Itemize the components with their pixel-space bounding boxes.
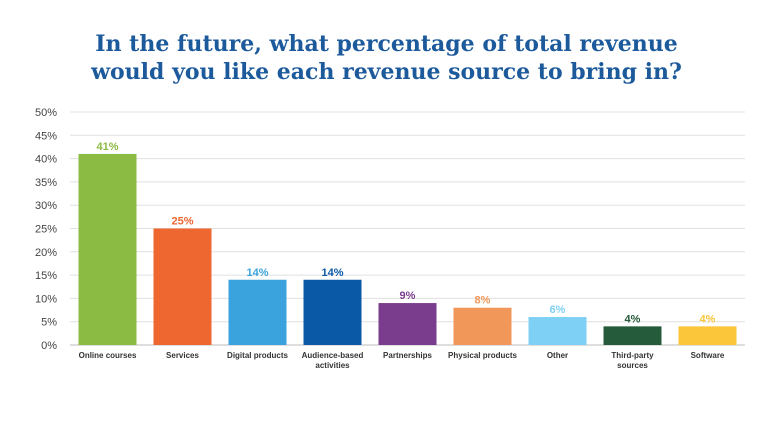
data-label: 14%: [246, 267, 268, 279]
y-tick-label: 35%: [35, 177, 57, 189]
y-tick-label: 30%: [35, 200, 57, 212]
x-tick-label: Audience-based: [302, 351, 364, 360]
data-label: 8%: [475, 295, 491, 307]
data-label: 4%: [700, 313, 716, 325]
x-axis-tick-labels: Online courses Services Digital products Au…: [79, 351, 725, 370]
bar: [78, 153, 137, 345]
x-tick-label: Third-party: [611, 351, 654, 360]
data-label: 9%: [400, 290, 416, 302]
bar: [603, 326, 662, 345]
y-tick-label: 0%: [41, 340, 57, 352]
y-axis-tick-labels: 0% 5% 10% 15% 20% 25% 30% 35% 40% 45% 50%: [35, 107, 57, 352]
data-label: 6%: [550, 304, 566, 316]
bars: [78, 153, 737, 345]
data-label: 25%: [171, 216, 193, 228]
bar: [153, 228, 212, 345]
data-label: 4%: [625, 313, 641, 325]
y-tick-label: 20%: [35, 247, 57, 259]
x-tick-label: Partnerships: [383, 351, 432, 360]
x-tick-label: Services: [166, 351, 199, 360]
y-tick-label: 50%: [35, 107, 57, 119]
y-tick-label: 40%: [35, 154, 57, 166]
x-tick-label: Online courses: [79, 351, 137, 360]
x-tick-label: Other: [547, 351, 568, 360]
chart-title-line-2: would you like each revenue source to br…: [91, 59, 682, 85]
x-tick-label: Physical products: [448, 351, 517, 360]
x-tick-label: activities: [315, 361, 350, 370]
data-label: 14%: [321, 267, 343, 279]
y-tick-label: 5%: [41, 317, 57, 329]
x-tick-label: Digital products: [227, 351, 288, 360]
bar: [303, 279, 362, 345]
data-label: 41%: [96, 141, 118, 153]
bar: [228, 279, 287, 345]
y-tick-label: 25%: [35, 224, 57, 236]
y-tick-label: 15%: [35, 270, 57, 282]
y-tick-label: 45%: [35, 130, 57, 142]
chart-title-line-1: In the future, what percentage of total …: [95, 31, 678, 57]
x-tick-label: sources: [617, 361, 648, 370]
y-tick-label: 10%: [35, 293, 57, 305]
bar: [378, 303, 437, 345]
x-tick-label: Software: [691, 351, 725, 360]
chart-title: In the future, what percentage of total …: [0, 30, 773, 86]
bar: [678, 326, 737, 345]
data-labels: 41% 25% 14% 14% 9% 8% 6% 4% 4%: [96, 141, 715, 325]
bar: [453, 307, 512, 345]
bar: [528, 317, 587, 345]
